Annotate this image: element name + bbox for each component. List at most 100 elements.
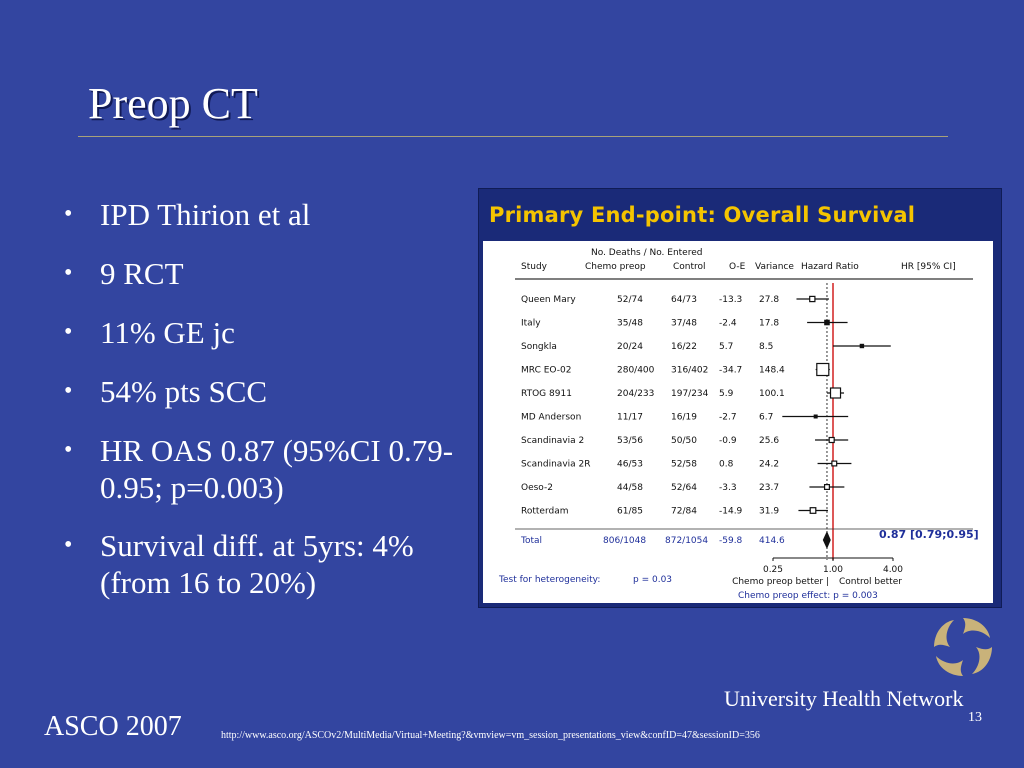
- page-number: 13: [968, 710, 982, 725]
- study-variance: 6.7: [759, 413, 773, 423]
- effect-label: Chemo preop effect: p = 0.003: [738, 591, 878, 601]
- bullet-text: 11% GE jc: [100, 315, 235, 350]
- favour-left-label: Chemo preop better |: [732, 577, 829, 587]
- column-header: HR [95% CI]: [901, 262, 956, 272]
- study-control: 197/234: [671, 389, 709, 399]
- study-control: 16/19: [671, 413, 697, 423]
- study-oe: 0.8: [719, 460, 734, 470]
- bullet-text: IPD Thirion et al: [100, 197, 311, 232]
- study-chemo: 20/24: [617, 342, 643, 352]
- bullet-dot: •: [64, 532, 73, 558]
- study-hr-box: [809, 295, 816, 303]
- study-chemo: 35/48: [617, 319, 643, 329]
- study-oe: -3.3: [719, 483, 737, 493]
- study-name: Songkla: [521, 342, 557, 352]
- study-control: 316/402: [671, 366, 708, 376]
- study-variance: 27.8: [759, 295, 779, 305]
- total-name: Total: [520, 536, 542, 546]
- study-hr-box: [809, 507, 817, 514]
- x-axis-tick-label: 4.00: [883, 565, 903, 575]
- study-chemo: 204/233: [617, 389, 654, 399]
- study-name: Rotterdam: [521, 507, 569, 517]
- total-diamond: [822, 531, 831, 549]
- bullet-text: 9 RCT: [100, 256, 184, 291]
- study-control: 64/73: [671, 295, 697, 305]
- study-control: 52/64: [671, 483, 697, 493]
- x-axis-tick-label: 0.25: [763, 565, 783, 575]
- bullet-dot: •: [64, 201, 73, 227]
- study-chemo: 280/400: [617, 366, 655, 376]
- column-header: Chemo preop: [585, 262, 646, 272]
- study-oe: -14.9: [719, 507, 743, 517]
- study-chemo: 61/85: [617, 507, 643, 517]
- study-name: Italy: [521, 319, 541, 329]
- title-divider: [78, 136, 948, 137]
- study-name: Scandinavia 2: [521, 436, 584, 446]
- study-hr-box: [831, 460, 838, 467]
- forest-plot-figure: Primary End-point: Overall Survival No. …: [478, 188, 1002, 608]
- bullet-item: • HR OAS 0.87 (95%CI 0.79-0.95; p=0.003): [60, 432, 480, 506]
- study-oe: -0.9: [719, 436, 737, 446]
- study-oe: -34.7: [719, 366, 742, 376]
- study-hr-box: [824, 319, 830, 326]
- study-hr-box: [829, 387, 842, 399]
- study-variance: 24.2: [759, 460, 779, 470]
- study-variance: 23.7: [759, 483, 779, 493]
- study-hr-box: [816, 362, 830, 377]
- study-name: Queen Mary: [521, 295, 576, 305]
- study-control: 50/50: [671, 436, 697, 446]
- uhn-logo-icon: [934, 618, 992, 676]
- study-variance: 25.6: [759, 436, 779, 446]
- study-oe: 5.7: [719, 342, 733, 352]
- bullet-dot: •: [64, 319, 73, 345]
- study-chemo: 11/17: [617, 413, 643, 423]
- study-hr-box: [828, 436, 835, 444]
- study-name: RTOG 8911: [521, 389, 572, 399]
- total-chemo: 806/1048: [603, 536, 646, 546]
- column-header: Hazard Ratio: [801, 262, 859, 272]
- study-chemo: 52/74: [617, 295, 643, 305]
- slide-title: Preop CT: [88, 79, 258, 128]
- study-oe: -2.7: [719, 413, 737, 423]
- study-hr-box: [859, 343, 865, 349]
- study-control: 16/22: [671, 342, 697, 352]
- forest-plot-panel: No. Deaths / No. Entered Study Chemo preop…: [483, 241, 993, 603]
- bullet-text: Survival diff. at 5yrs: 4% (from 16 to 2…: [100, 528, 414, 600]
- bullet-dot: •: [64, 378, 73, 404]
- footer-url: http://www.asco.org/ASCOv2/MultiMedia/Vi…: [221, 730, 760, 741]
- total-oe: -59.8: [719, 536, 743, 546]
- study-control: 37/48: [671, 319, 697, 329]
- logo-swirl-icon: [934, 618, 992, 676]
- header-group-label: No. Deaths / No. Entered: [591, 248, 702, 258]
- column-header: Control: [673, 262, 706, 272]
- footer-conference: ASCO 2007: [44, 711, 182, 742]
- study-name: Scandinavia 2R: [521, 460, 591, 470]
- total-control: 872/1054: [665, 536, 708, 546]
- figure-title: Primary End-point: Overall Survival: [489, 203, 916, 227]
- column-header: O-E: [729, 262, 746, 272]
- column-header: Study: [521, 262, 548, 272]
- bullet-item: • 9 RCT: [60, 255, 480, 292]
- bullet-text: HR OAS 0.87 (95%CI 0.79-0.95; p=0.003): [100, 433, 454, 505]
- heterogeneity-p: p = 0.03: [633, 575, 672, 585]
- bullet-list: • IPD Thirion et al • 9 RCT • 11% GE jc • 54…: [60, 196, 480, 622]
- bullet-item: • 54% pts SCC: [60, 373, 480, 410]
- bullet-text: 54% pts SCC: [100, 374, 268, 409]
- x-axis-tick-label: 1.00: [823, 565, 843, 575]
- forest-plot-svg: No. Deaths / No. Entered Study Chemo preop…: [498, 248, 979, 601]
- study-name: Oeso-2: [521, 483, 553, 493]
- study-control: 52/58: [671, 460, 697, 470]
- study-oe: -2.4: [719, 319, 737, 329]
- study-variance: 148.4: [759, 366, 785, 376]
- bullet-item: • 11% GE jc: [60, 314, 480, 351]
- total-variance: 414.6: [759, 536, 785, 546]
- study-oe: 5.9: [719, 389, 734, 399]
- bullet-dot: •: [64, 260, 73, 286]
- study-hr-box: [823, 484, 830, 491]
- study-chemo: 46/53: [617, 460, 643, 470]
- bullet-item: • IPD Thirion et al: [60, 196, 480, 233]
- study-name: MD Anderson: [521, 413, 581, 423]
- total-hr-label: 0.87 [0.79;0.95]: [879, 528, 979, 541]
- favour-right-label: Control better: [839, 577, 902, 587]
- study-variance: 31.9: [759, 507, 779, 517]
